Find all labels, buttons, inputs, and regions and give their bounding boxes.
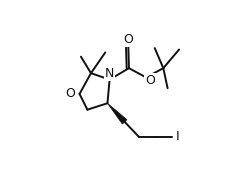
Text: O: O xyxy=(65,87,75,100)
Text: O: O xyxy=(123,33,133,46)
Text: O: O xyxy=(145,74,155,87)
Text: N: N xyxy=(105,67,114,80)
Text: I: I xyxy=(176,130,180,143)
Polygon shape xyxy=(108,103,127,124)
